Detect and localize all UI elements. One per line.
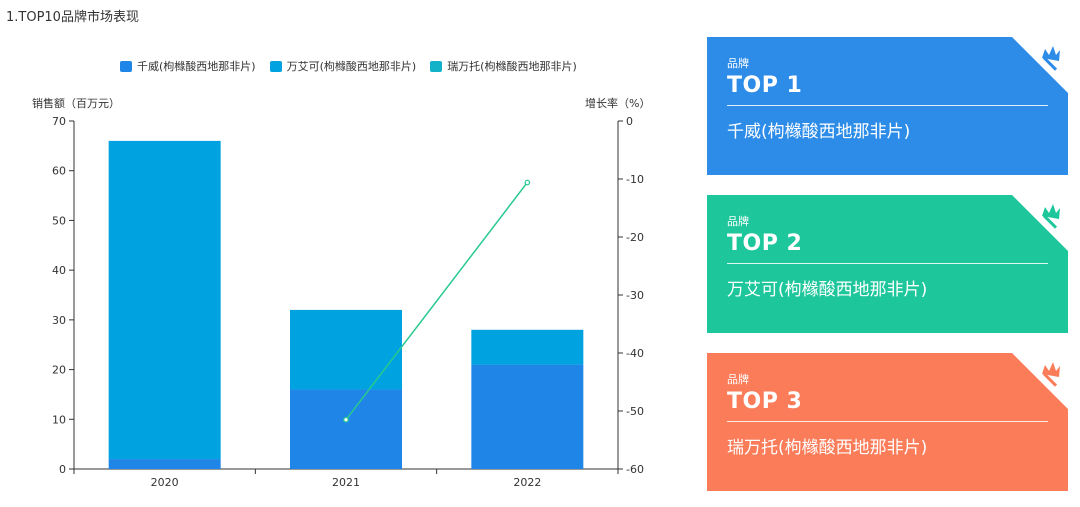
growth-rate-point [524, 179, 531, 186]
y-tick-label-right: -20 [626, 231, 644, 244]
card-divider [727, 105, 1048, 106]
y-tick-label-left: 60 [52, 165, 66, 178]
card-divider [727, 263, 1048, 264]
card-sub-label: 品牌 [727, 373, 749, 386]
card-brand-name: 千威(枸橼酸西地那非片) [727, 122, 911, 142]
x-tick-label: 2021 [332, 476, 360, 489]
y-tick-label-left: 50 [52, 214, 66, 227]
bar-2021-series-0 [290, 389, 402, 469]
card-brand-name: 万艾可(枸橼酸西地那非片) [727, 280, 928, 300]
legend-swatch-qianwei [120, 60, 132, 72]
y-tick-label-right: -50 [626, 405, 644, 418]
x-tick-label: 2022 [513, 476, 541, 489]
bar-2022-series-0 [471, 364, 584, 469]
y-tick-label-right: -10 [626, 173, 644, 186]
bar-2022-series-1 [471, 329, 584, 365]
growth-rate-point [343, 416, 349, 423]
brand-card-top1[interactable]: 品牌 TOP 1 千威(枸橼酸西地那非片) [707, 37, 1068, 175]
brand-card-top2[interactable]: 品牌 TOP 2 万艾可(枸橼酸西地那非片) [707, 195, 1068, 333]
growth-rate-line [345, 182, 528, 421]
brand-card-top3[interactable]: 品牌 TOP 3 瑞万托(枸橼酸西地那非片) [707, 353, 1068, 491]
legend-item-qianwei[interactable]: 千威(枸橼酸西地那非片) [120, 58, 256, 74]
y-tick-label-right: -60 [626, 463, 644, 476]
crown-icon [1012, 195, 1068, 251]
y-tick-label-left: 70 [52, 115, 66, 128]
y-tick-label-right: -30 [626, 289, 644, 302]
sales-growth-chart: 0 10 20 30 40 50 60 70 0 -10 -20 -30 -40 -50 -60 2020 20… [52, 115, 644, 489]
card-rank: TOP 1 [727, 73, 803, 98]
y-tick-label-left: 30 [52, 314, 66, 327]
card-rank: TOP 2 [727, 231, 803, 256]
bar-2020-series-1 [108, 140, 221, 460]
legend-item-ruiwantuo[interactable]: 瑞万托(枸橼酸西地那非片) [430, 58, 577, 74]
y-tick-label-left: 40 [52, 264, 66, 277]
card-divider [727, 421, 1048, 422]
y-tick-label-left: 10 [52, 413, 66, 426]
legend-swatch-ruiwantuo [430, 60, 443, 72]
chart-legend: 千威(枸橼酸西地那非片) 万艾可(枸橼酸西地那非片) 瑞万托(枸橼酸西地那非片) [120, 58, 577, 74]
legend-label-qianwei: 千威(枸橼酸西地那非片) [137, 60, 256, 73]
y-axis-title-right: 增长率（%） [585, 97, 651, 110]
y-tick-label-right: -40 [626, 347, 644, 360]
y-tick-label-left: 0 [59, 463, 66, 476]
legend-label-ruiwantuo: 瑞万托(枸橼酸西地那非片) [447, 60, 577, 73]
section-title: 1.TOP10品牌市场表现 [6, 10, 139, 25]
legend-item-wanaike[interactable]: 万艾可(枸橼酸西地那非片) [269, 58, 417, 74]
y-axis-title-left: 销售额（百万元） [32, 97, 120, 110]
legend-label-wanaike: 万艾可(枸橼酸西地那非片) [286, 60, 417, 73]
bar-2021-series-1 [290, 309, 402, 390]
bar-2020-series-0 [108, 459, 221, 469]
card-sub-label: 品牌 [727, 215, 749, 228]
crown-icon [1012, 353, 1068, 409]
card-brand-name: 瑞万托(枸橼酸西地那非片) [727, 438, 928, 458]
legend-swatch-wanaike [269, 60, 282, 72]
card-sub-label: 品牌 [727, 57, 749, 70]
card-rank: TOP 3 [727, 389, 803, 414]
y-tick-label-right: 0 [626, 115, 633, 128]
x-tick-label: 2020 [151, 476, 179, 489]
crown-icon [1012, 37, 1068, 93]
y-tick-label-left: 20 [52, 364, 66, 377]
